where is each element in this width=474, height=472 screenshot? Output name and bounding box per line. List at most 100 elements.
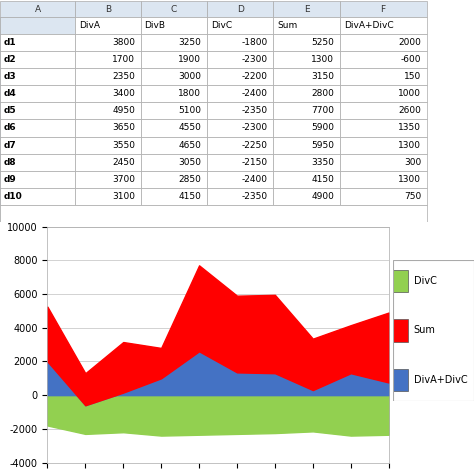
Text: 3250: 3250 (179, 38, 201, 47)
Text: 4550: 4550 (179, 124, 201, 133)
Bar (207, 85, 273, 102)
Text: 4150: 4150 (179, 192, 201, 201)
Bar (340, 136, 427, 153)
Bar (273, 153, 340, 171)
Bar (75, 119, 141, 136)
Text: -2300: -2300 (242, 55, 268, 64)
Bar (0, 34, 75, 51)
Bar (207, 119, 273, 136)
Bar (141, 119, 207, 136)
Bar (75, 68, 141, 85)
Bar (207, 51, 273, 68)
Bar (0, 171, 75, 188)
Text: 2800: 2800 (311, 89, 334, 98)
Text: d1: d1 (4, 38, 17, 47)
Text: -600: -600 (401, 55, 421, 64)
Bar (340, 171, 427, 188)
Bar (0, 119, 75, 136)
Bar (141, 136, 207, 153)
Text: d9: d9 (4, 175, 17, 184)
Bar (207, 171, 273, 188)
FancyBboxPatch shape (393, 369, 408, 391)
Bar (0, 153, 75, 171)
Bar (0, 205, 427, 222)
FancyBboxPatch shape (393, 270, 408, 292)
Bar (273, 136, 340, 153)
Text: 150: 150 (404, 72, 421, 81)
Text: 5250: 5250 (311, 38, 334, 47)
Text: DivA+DivC: DivA+DivC (413, 375, 467, 385)
Bar (0, 85, 75, 102)
Bar (141, 188, 207, 205)
Bar (0, 102, 75, 119)
Text: 2850: 2850 (179, 175, 201, 184)
Bar (141, 171, 207, 188)
Text: 4150: 4150 (311, 175, 334, 184)
Bar (75, 34, 141, 51)
Text: -2350: -2350 (242, 106, 268, 116)
Bar (340, 188, 427, 205)
Bar (273, 171, 340, 188)
Text: -1800: -1800 (242, 38, 268, 47)
Text: d10: d10 (4, 192, 23, 201)
Text: 2000: 2000 (398, 38, 421, 47)
Bar (75, 51, 141, 68)
Bar (207, 1, 273, 17)
Bar (75, 17, 141, 34)
Text: 3650: 3650 (112, 124, 135, 133)
Bar (207, 188, 273, 205)
Text: 4950: 4950 (112, 106, 135, 116)
Bar (340, 51, 427, 68)
Bar (141, 17, 207, 34)
Bar (340, 34, 427, 51)
Bar (340, 153, 427, 171)
Text: 3350: 3350 (311, 158, 334, 167)
Text: 3550: 3550 (112, 141, 135, 150)
Text: DivA+DivC: DivA+DivC (344, 21, 393, 30)
Text: -2250: -2250 (242, 141, 268, 150)
Text: 5950: 5950 (311, 141, 334, 150)
Bar (141, 153, 207, 171)
Text: 1700: 1700 (112, 55, 135, 64)
Bar (340, 102, 427, 119)
Text: 4650: 4650 (179, 141, 201, 150)
Text: 5100: 5100 (178, 106, 201, 116)
Bar (0, 188, 75, 205)
Bar (0, 51, 75, 68)
Text: DivB: DivB (145, 21, 165, 30)
Text: -2400: -2400 (242, 175, 268, 184)
Text: 3150: 3150 (311, 72, 334, 81)
Text: 3050: 3050 (178, 158, 201, 167)
Text: DivC: DivC (211, 21, 232, 30)
Text: d4: d4 (4, 89, 17, 98)
Text: 3400: 3400 (112, 89, 135, 98)
Text: d5: d5 (4, 106, 17, 116)
Bar (75, 136, 141, 153)
Bar (207, 34, 273, 51)
Text: 1300: 1300 (398, 175, 421, 184)
Bar (207, 68, 273, 85)
Bar (75, 1, 141, 17)
Text: 1000: 1000 (398, 89, 421, 98)
Text: d6: d6 (4, 124, 17, 133)
Bar (141, 102, 207, 119)
Bar (273, 102, 340, 119)
Bar (273, 51, 340, 68)
Bar (141, 1, 207, 17)
Text: F: F (381, 5, 386, 14)
Text: -2300: -2300 (242, 124, 268, 133)
Text: d2: d2 (4, 55, 17, 64)
Bar (340, 17, 427, 34)
Bar (0, 136, 75, 153)
Bar (340, 119, 427, 136)
Text: C: C (171, 5, 177, 14)
Text: A: A (35, 5, 41, 14)
Text: d3: d3 (4, 72, 17, 81)
Bar (207, 136, 273, 153)
Text: 2450: 2450 (112, 158, 135, 167)
Bar (273, 68, 340, 85)
Text: B: B (105, 5, 111, 14)
Text: 2350: 2350 (112, 72, 135, 81)
Text: 5900: 5900 (311, 124, 334, 133)
Bar (75, 102, 141, 119)
